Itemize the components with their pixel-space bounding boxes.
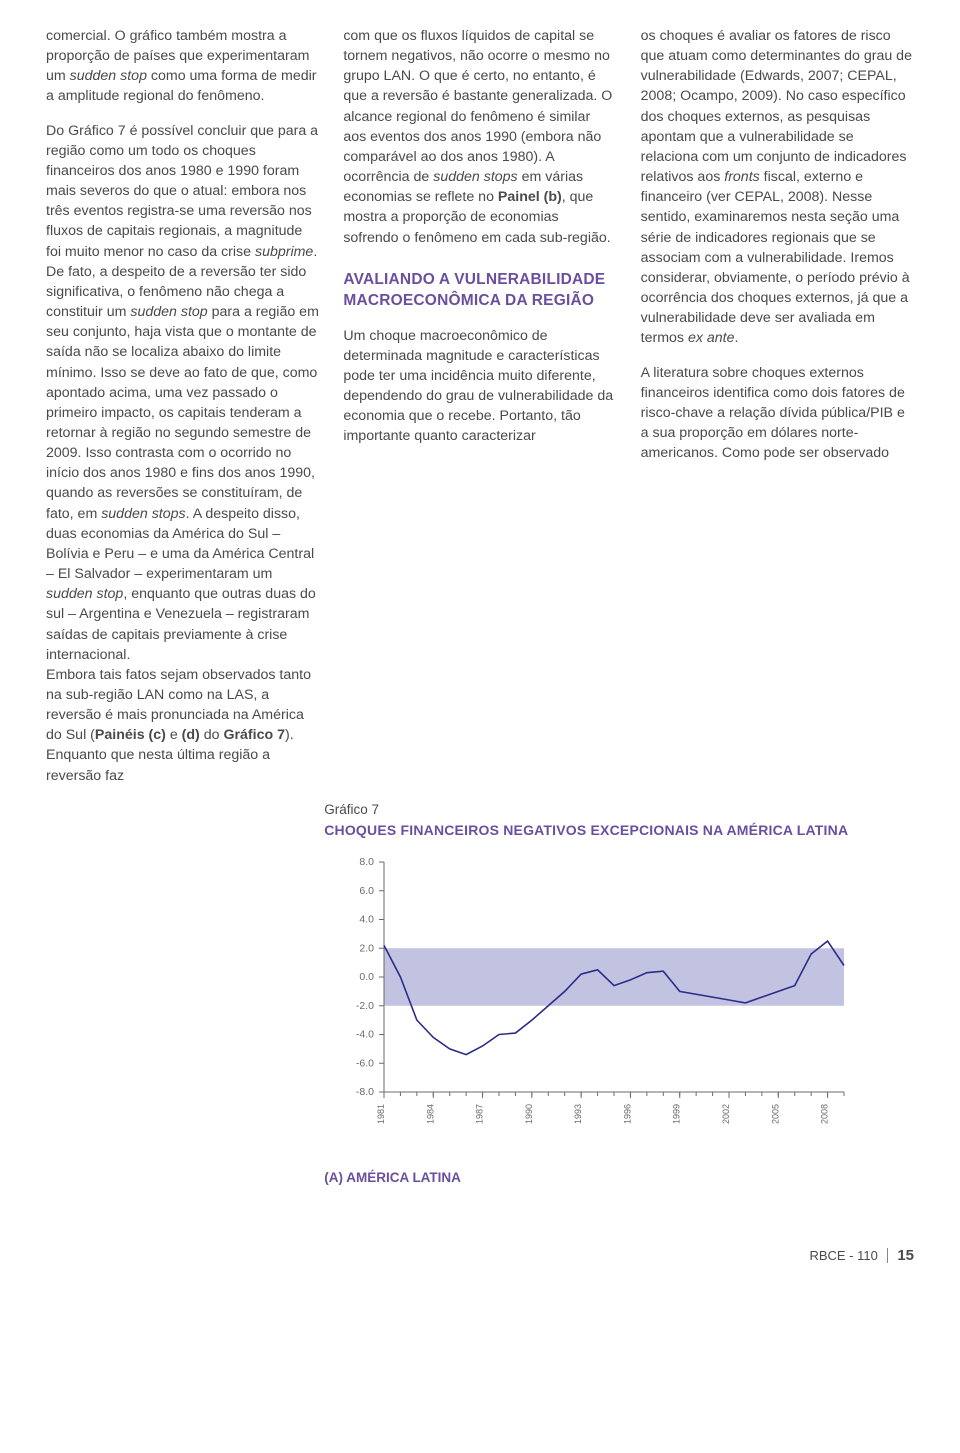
col1-para3: Embora tais fatos sejam observados tanto… — [46, 665, 319, 786]
svg-text:1993: 1993 — [573, 1104, 583, 1124]
col1-para1: comercial. O gráfico também mostra a pro… — [46, 26, 319, 107]
chart-svg-wrap: -8.0 -6.0 -4.0 -2.0 0.0 2.0 4.0 6.0 8.0 1981 1984 1… — [324, 852, 864, 1152]
col2-para1: com que os fluxos líquidos de capital se… — [343, 26, 616, 248]
svg-text:1987: 1987 — [475, 1104, 485, 1124]
footer-journal: RBCE - 110 — [809, 1248, 877, 1263]
section-heading-vulnerability: AVALIANDO A VULNERABILIDADE MACROECONÔMI… — [343, 270, 616, 312]
page-footer: RBCE - 110 15 — [46, 1245, 914, 1266]
chart-title: CHOQUES FINANCEIROS NEGATIVOS EXCEPCIONA… — [324, 821, 914, 840]
column-2: com que os fluxos líquidos de capital se… — [343, 26, 616, 786]
svg-text:4.0: 4.0 — [360, 913, 375, 925]
chart-pretitle: Gráfico 7 — [324, 800, 914, 819]
svg-text:1981: 1981 — [376, 1104, 386, 1124]
svg-text:-8.0: -8.0 — [356, 1086, 374, 1098]
col2-para2: Um choque macroeconômico de determinada … — [343, 326, 616, 447]
three-column-layout: comercial. O gráfico também mostra a pro… — [46, 26, 914, 786]
svg-text:2008: 2008 — [820, 1104, 830, 1124]
svg-text:2002: 2002 — [721, 1104, 731, 1124]
svg-text:1990: 1990 — [524, 1104, 534, 1124]
column-1: comercial. O gráfico também mostra a pro… — [46, 26, 319, 786]
svg-text:1996: 1996 — [623, 1104, 633, 1124]
svg-text:2005: 2005 — [770, 1104, 780, 1124]
svg-text:6.0: 6.0 — [360, 885, 375, 897]
svg-text:0.0: 0.0 — [360, 971, 375, 983]
chart-line-svg: -8.0 -6.0 -4.0 -2.0 0.0 2.0 4.0 6.0 8.0 1981 1984 1… — [324, 852, 860, 1152]
svg-text:-4.0: -4.0 — [356, 1028, 374, 1040]
svg-text:1999: 1999 — [672, 1104, 682, 1124]
footer-page-number: 15 — [897, 1247, 914, 1264]
col3-para1: os choques é avaliar os fatores de risco… — [641, 26, 914, 349]
column-3: os choques é avaliar os fatores de risco… — [641, 26, 914, 786]
chart-block: Gráfico 7 CHOQUES FINANCEIROS NEGATIVOS … — [324, 800, 914, 1187]
svg-text:1984: 1984 — [425, 1104, 435, 1124]
svg-text:-6.0: -6.0 — [356, 1057, 374, 1069]
svg-text:2.0: 2.0 — [360, 942, 375, 954]
svg-text:-2.0: -2.0 — [356, 1000, 374, 1012]
col3-para2: A literatura sobre choques externos fina… — [641, 363, 914, 464]
col1-para2: Do Gráfico 7 é possível concluir que par… — [46, 121, 319, 665]
svg-text:8.0: 8.0 — [360, 856, 375, 868]
chart-panel-label: (A) AMÉRICA LATINA — [324, 1168, 914, 1187]
